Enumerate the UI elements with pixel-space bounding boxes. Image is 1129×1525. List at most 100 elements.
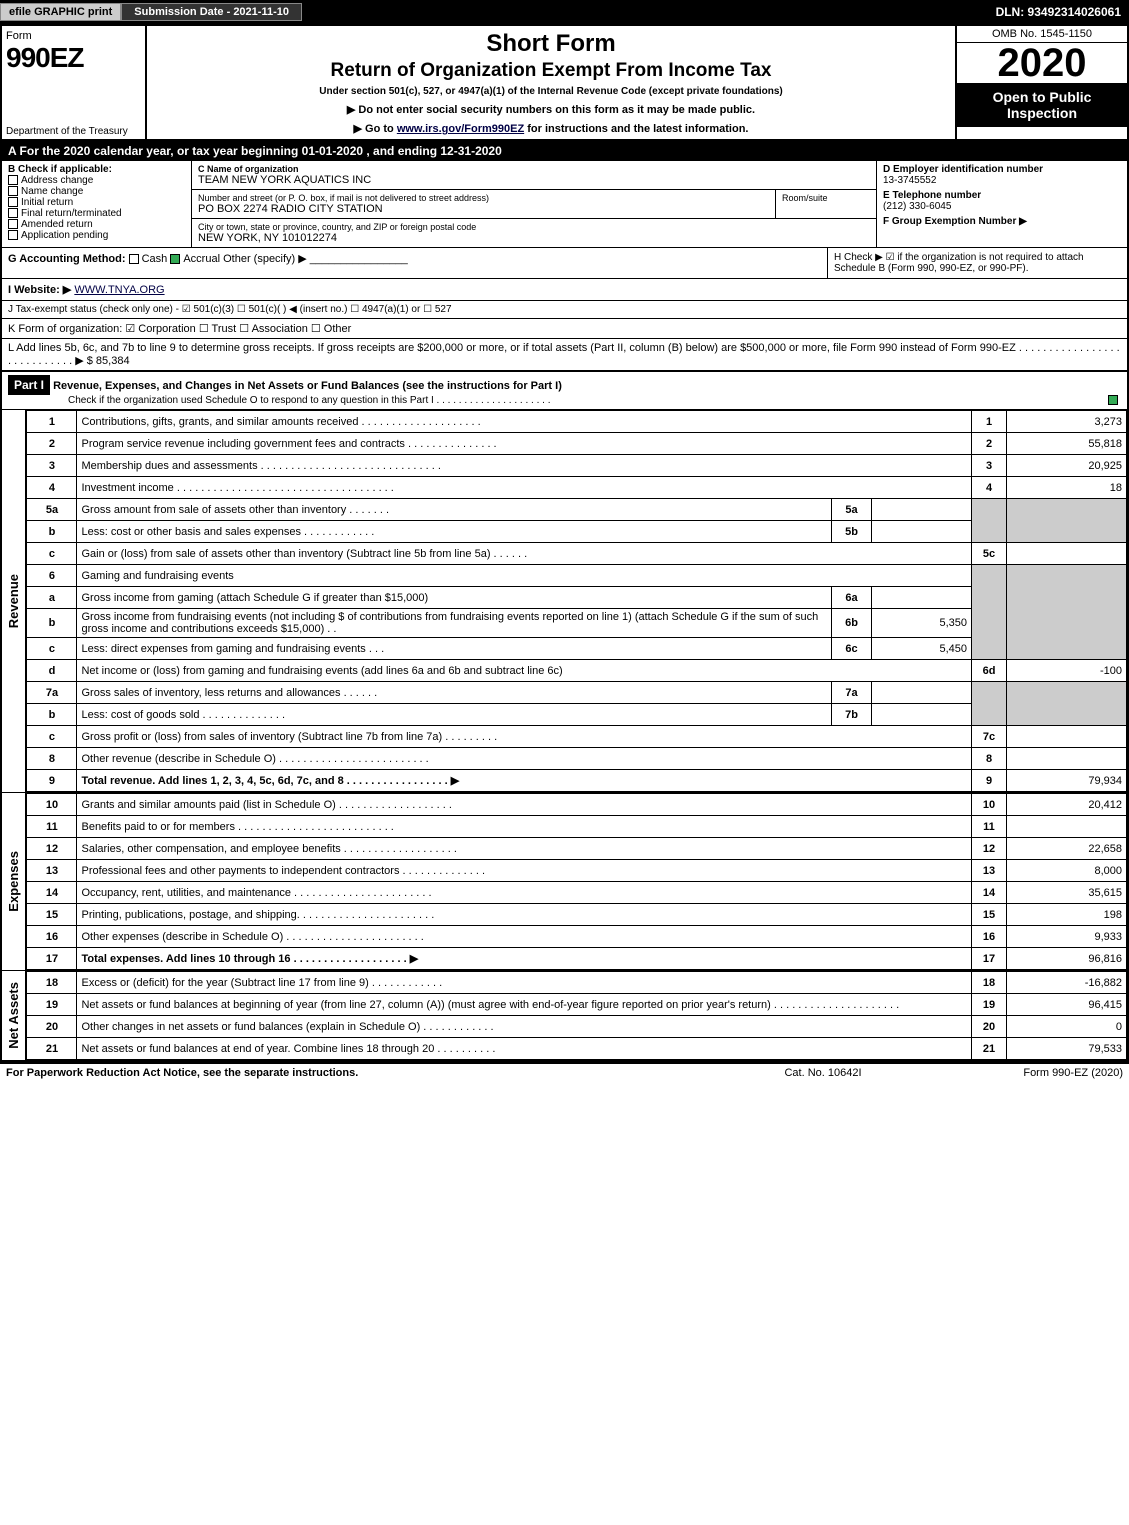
net-assets-side-label: Net Assets (6, 982, 21, 1049)
section-c: C Name of organization TEAM NEW YORK AQU… (192, 161, 877, 247)
section-b-c-d: B Check if applicable: Address change Na… (2, 161, 1127, 248)
row-7a: 7aGross sales of inventory, less returns… (27, 682, 1127, 704)
row-5c: cGain or (loss) from sale of assets othe… (27, 543, 1127, 565)
title-short-form: Short Form (151, 30, 951, 58)
line-j: J Tax-exempt status (check only one) - ☑… (2, 301, 1127, 319)
net-assets-table: 18Excess or (deficit) for the year (Subt… (26, 971, 1127, 1060)
right-header-block: OMB No. 1545-1150 2020 Open to Public In… (957, 26, 1127, 139)
row-8: 8Other revenue (describe in Schedule O) … (27, 748, 1127, 770)
g-cash-check[interactable] (129, 254, 139, 264)
form-ref: Form 990-EZ (2020) (923, 1067, 1123, 1079)
schedule-o-check[interactable] (1108, 395, 1118, 405)
part-1-label: Part I (8, 375, 50, 395)
g-other: Other (specify) ▶ (223, 253, 307, 265)
form-id-block: Form 990EZ Department of the Treasury (2, 26, 147, 139)
row-10: 10Grants and similar amounts paid (list … (27, 794, 1127, 816)
row-6: 6Gaming and fundraising events (27, 565, 1127, 587)
row-11: 11Benefits paid to or for members . . . … (27, 816, 1127, 838)
part-1-title: Revenue, Expenses, and Changes in Net As… (53, 380, 562, 392)
row-17: 17Total expenses. Add lines 10 through 1… (27, 948, 1127, 970)
row-19: 19Net assets or fund balances at beginni… (27, 994, 1127, 1016)
c-label: C Name of organization (198, 164, 870, 174)
city-label: City or town, state or province, country… (198, 222, 870, 232)
line-i: I Website: ▶ WWW.TNYA.ORG (2, 279, 1127, 301)
line-g-h: G Accounting Method: Cash Accrual Other … (2, 248, 1127, 279)
opt-address-change[interactable]: Address change (8, 175, 185, 186)
opt-initial-return[interactable]: Initial return (8, 197, 185, 208)
row-18: 18Excess or (deficit) for the year (Subt… (27, 972, 1127, 994)
expenses-section: Expenses 10Grants and similar amounts pa… (2, 793, 1127, 971)
ein-value: 13-3745552 (883, 175, 1121, 186)
d-label: D Employer identification number (883, 164, 1121, 175)
row-6d: dNet income or (loss) from gaming and fu… (27, 660, 1127, 682)
row-1: 1Contributions, gifts, grants, and simil… (27, 411, 1127, 433)
title-return: Return of Organization Exempt From Incom… (151, 60, 951, 82)
row-15: 15Printing, publications, postage, and s… (27, 904, 1127, 926)
goto-post: for instructions and the latest informat… (524, 123, 748, 135)
g-accrual: Accrual (183, 253, 220, 265)
website-link[interactable]: WWW.TNYA.ORG (74, 284, 164, 296)
addr-label: Number and street (or P. O. box, if mail… (198, 193, 769, 203)
title-block: Short Form Return of Organization Exempt… (147, 26, 957, 139)
row-14: 14Occupancy, rent, utilities, and mainte… (27, 882, 1127, 904)
row-2: 2Program service revenue including gover… (27, 433, 1127, 455)
row-3: 3Membership dues and assessments . . . .… (27, 455, 1127, 477)
subtitle-goto: ▶ Go to www.irs.gov/Form990EZ for instru… (151, 122, 951, 135)
row-6a: aGross income from gaming (attach Schedu… (27, 587, 1127, 609)
org-city: NEW YORK, NY 101012274 (198, 232, 870, 244)
opt-application-pending[interactable]: Application pending (8, 230, 185, 241)
row-20: 20Other changes in net assets or fund ba… (27, 1016, 1127, 1038)
form-label: Form (6, 30, 141, 42)
revenue-side-label: Revenue (6, 574, 21, 628)
dln-number: DLN: 93492314026061 (996, 5, 1129, 19)
h-line: H Check ▶ ☑ if the organization is not r… (827, 248, 1127, 278)
opt-amended-return[interactable]: Amended return (8, 219, 185, 230)
subtitle-section: Under section 501(c), 527, or 4947(a)(1)… (151, 86, 951, 97)
row-9: 9Total revenue. Add lines 1, 2, 3, 4, 5c… (27, 770, 1127, 792)
goto-pre: ▶ Go to (354, 123, 397, 135)
room-label: Room/suite (782, 193, 870, 203)
row-7c: cGross profit or (loss) from sales of in… (27, 726, 1127, 748)
row-13: 13Professional fees and other payments t… (27, 860, 1127, 882)
g-cash: Cash (142, 253, 168, 265)
row-12: 12Salaries, other compensation, and empl… (27, 838, 1127, 860)
form-header: Form 990EZ Department of the Treasury Sh… (2, 26, 1127, 141)
revenue-section: Revenue 1Contributions, gifts, grants, a… (2, 410, 1127, 793)
row-7b: bLess: cost of goods sold . . . . . . . … (27, 704, 1127, 726)
efile-print-button[interactable]: efile GRAPHIC print (0, 3, 121, 21)
row-6b: bGross income from fundraising events (n… (27, 609, 1127, 638)
line-a-tax-year: A For the 2020 calendar year, or tax yea… (2, 141, 1127, 161)
top-bar: efile GRAPHIC print Submission Date - 20… (0, 0, 1129, 24)
irs-link[interactable]: www.irs.gov/Form990EZ (397, 123, 524, 135)
row-21: 21Net assets or fund balances at end of … (27, 1038, 1127, 1060)
opt-name-change[interactable]: Name change (8, 186, 185, 197)
expenses-table: 10Grants and similar amounts paid (list … (26, 793, 1127, 970)
form-footer: For Paperwork Reduction Act Notice, see … (0, 1063, 1129, 1082)
subtitle-no-ssn: ▶ Do not enter social security numbers o… (151, 103, 951, 116)
expenses-side-label: Expenses (6, 851, 21, 912)
row-4: 4Investment income . . . . . . . . . . .… (27, 477, 1127, 499)
section-b: B Check if applicable: Address change Na… (2, 161, 192, 247)
opt-final-return[interactable]: Final return/terminated (8, 208, 185, 219)
g-accrual-check[interactable] (170, 254, 180, 264)
row-6c: cLess: direct expenses from gaming and f… (27, 638, 1127, 660)
g-label: G Accounting Method: (8, 253, 126, 265)
part-1-instr: Check if the organization used Schedule … (68, 395, 550, 406)
catalog-number: Cat. No. 10642I (723, 1067, 923, 1079)
b-label: B Check if applicable: (8, 164, 185, 175)
open-to-public: Open to Public Inspection (957, 83, 1127, 127)
revenue-table: 1Contributions, gifts, grants, and simil… (26, 410, 1127, 792)
i-label: I Website: ▶ (8, 284, 71, 296)
phone-value: (212) 330-6045 (883, 201, 1121, 212)
row-5a: 5aGross amount from sale of assets other… (27, 499, 1127, 521)
org-name: TEAM NEW YORK AQUATICS INC (198, 174, 870, 186)
net-assets-section: Net Assets 18Excess or (deficit) for the… (2, 971, 1127, 1061)
submission-date: Submission Date - 2021-11-10 (121, 3, 302, 21)
form-number: 990EZ (6, 42, 141, 74)
form-container: Form 990EZ Department of the Treasury Sh… (0, 24, 1129, 1063)
org-address: PO BOX 2274 RADIO CITY STATION (198, 203, 769, 215)
line-l: L Add lines 5b, 6c, and 7b to line 9 to … (2, 339, 1127, 372)
tax-year: 2020 (957, 43, 1127, 83)
line-k: K Form of organization: ☑ Corporation ☐ … (2, 319, 1127, 339)
f-label: F Group Exemption Number ▶ (883, 216, 1121, 227)
